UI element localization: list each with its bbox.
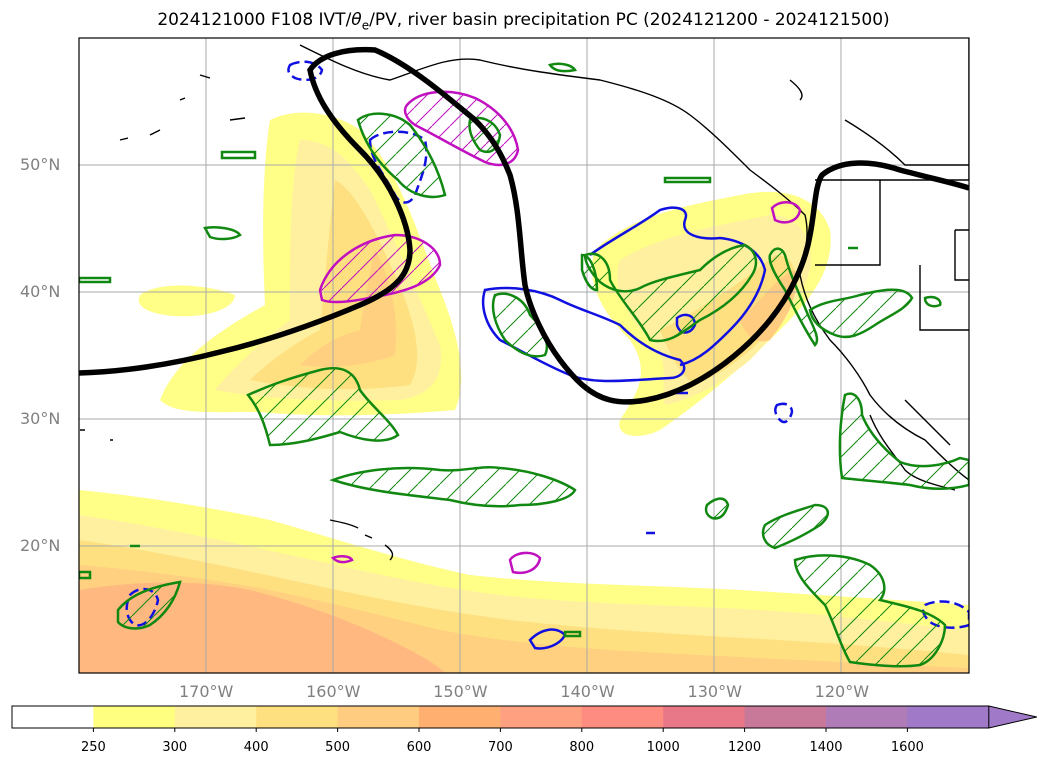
colorbar-segment [256, 706, 339, 728]
colorbar-tick-label: 1600 [890, 740, 924, 755]
green-contours [116, 112, 969, 668]
lon-tick-label: 170°W [178, 682, 234, 701]
colorbar-segment [93, 706, 176, 728]
colorbar [11, 705, 1037, 732]
lat-tick-label: 20°N [20, 536, 61, 555]
colorbar-segment [500, 706, 583, 728]
colorbar-segment [826, 706, 908, 728]
lon-tick-label: 160°W [306, 682, 361, 701]
colorbar-tick-label: 800 [569, 740, 595, 755]
colorbar-tick-label: 300 [162, 740, 188, 755]
colorbar-tick-label: 700 [487, 740, 513, 755]
lat-tick-label: 50°N [20, 155, 61, 174]
colorbar-segment [663, 706, 746, 728]
colorbar-segment [174, 706, 257, 728]
lon-tick-label: 150°W [433, 682, 488, 701]
green-outline-contours [79, 62, 942, 638]
colorbar-tick-label: 250 [80, 740, 106, 755]
colorbar-segment [337, 706, 420, 728]
lat-tick-label: 30°N [20, 409, 61, 428]
lon-tick-label: 140°W [560, 682, 615, 701]
colorbar-tick-label: 500 [325, 740, 351, 755]
colorbar-segment [907, 706, 990, 728]
colorbar-tick-label: 1200 [728, 740, 762, 755]
colorbar-extend-arrow [988, 705, 1037, 729]
lat-tick-label: 40°N [20, 282, 61, 301]
colorbar-tick-label: 1000 [646, 740, 680, 755]
colorbar-tick-label: 1400 [809, 740, 843, 755]
page-title: 2024121000 F108 IVT/θe/PV, river basin p… [157, 10, 890, 33]
colorbar-tick-label: 400 [243, 740, 269, 755]
colorbar-segment [744, 706, 827, 728]
colorbar-segment [419, 706, 501, 728]
map-frame [78, 37, 970, 674]
colorbar-tick-label: 600 [406, 740, 432, 755]
pv-contour [79, 46, 969, 405]
lon-tick-label: 130°W [687, 682, 742, 701]
colorbar-segment [581, 706, 664, 728]
colorbar-segment [12, 706, 94, 728]
lon-tick-label: 120°W [814, 682, 870, 701]
